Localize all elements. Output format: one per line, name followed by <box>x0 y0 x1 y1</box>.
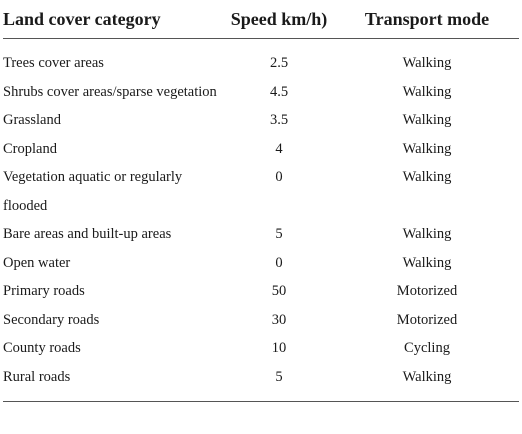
cell-speed: 5 <box>223 362 335 402</box>
cell-category: Shrubs cover areas/sparse vegetation <box>3 83 217 100</box>
cell-mode: Walking <box>402 254 452 271</box>
cell-category: Open water <box>3 254 71 271</box>
cell-mode: Walking <box>335 362 519 402</box>
cell-speed: 0 <box>275 169 283 185</box>
cell-category: Bare areas and built-up areas <box>3 226 172 242</box>
cell-mode: Cycling <box>404 340 450 356</box>
cell-mode: Walking <box>402 226 452 242</box>
cell-speed: 10 <box>271 340 287 356</box>
table-body: Trees cover areas 2.5 Walking Shrubs cov… <box>3 39 519 402</box>
cell-category: Trees cover areas <box>3 55 104 71</box>
header-transport-mode: Transport mode <box>335 0 519 39</box>
table-row: Rural roads 5 Walking <box>3 362 519 402</box>
cell-category: County roads <box>3 340 81 356</box>
table-header: Land cover category Speed km/h) Transpor… <box>3 0 519 39</box>
cell-category: Rural roads <box>3 362 223 402</box>
cell-speed: 2.5 <box>269 55 289 71</box>
cell-mode: Motorized <box>396 283 458 299</box>
header-row: Land cover category Speed km/h) Transpor… <box>3 0 519 39</box>
table-row: Open water 0 Walking <box>3 249 519 278</box>
table-row: Cropland 4 Walking <box>3 135 519 164</box>
cell-speed: 3.5 <box>269 112 289 128</box>
cell-speed: 50 <box>271 283 287 299</box>
cell-category: Cropland <box>3 140 57 157</box>
table-row: Grassland 3.5 Walking <box>3 106 519 135</box>
cell-mode: Walking <box>402 140 452 157</box>
cell-category: Vegetation aquatic or regularly flooded <box>3 169 183 214</box>
cell-mode: Walking <box>402 112 452 128</box>
cell-category: Secondary roads <box>3 311 100 328</box>
cell-speed: 4 <box>275 140 283 157</box>
header-speed: Speed km/h) <box>223 0 335 39</box>
table-row: Primary roads 50 Motorized <box>3 277 519 306</box>
cell-speed: 30 <box>271 311 287 328</box>
cell-category: Primary roads <box>3 283 85 299</box>
table-row: Trees cover areas 2.5 Walking <box>3 39 519 78</box>
table-row: Bare areas and built-up areas 5 Walking <box>3 220 519 249</box>
data-table: Land cover category Speed km/h) Transpor… <box>3 0 519 402</box>
cell-category: Grassland <box>3 112 61 128</box>
cell-mode: Walking <box>402 83 452 100</box>
cell-speed: 0 <box>275 254 283 271</box>
cell-speed: 4.5 <box>269 83 289 100</box>
cell-speed: 5 <box>275 226 283 242</box>
header-land-cover-category: Land cover category <box>3 0 223 39</box>
table-row: Secondary roads 30 Motorized <box>3 306 519 335</box>
table-row: County roads 10 Cycling <box>3 334 519 363</box>
cell-mode: Motorized <box>396 311 458 328</box>
land-cover-speed-table: Land cover category Speed km/h) Transpor… <box>3 0 519 402</box>
cell-mode: Walking <box>402 55 452 71</box>
cell-mode: Walking <box>402 169 452 185</box>
table-row: Shrubs cover areas/sparse vegetation 4.5… <box>3 78 519 107</box>
table-row: Vegetation aquatic or regularly flooded … <box>3 163 519 220</box>
